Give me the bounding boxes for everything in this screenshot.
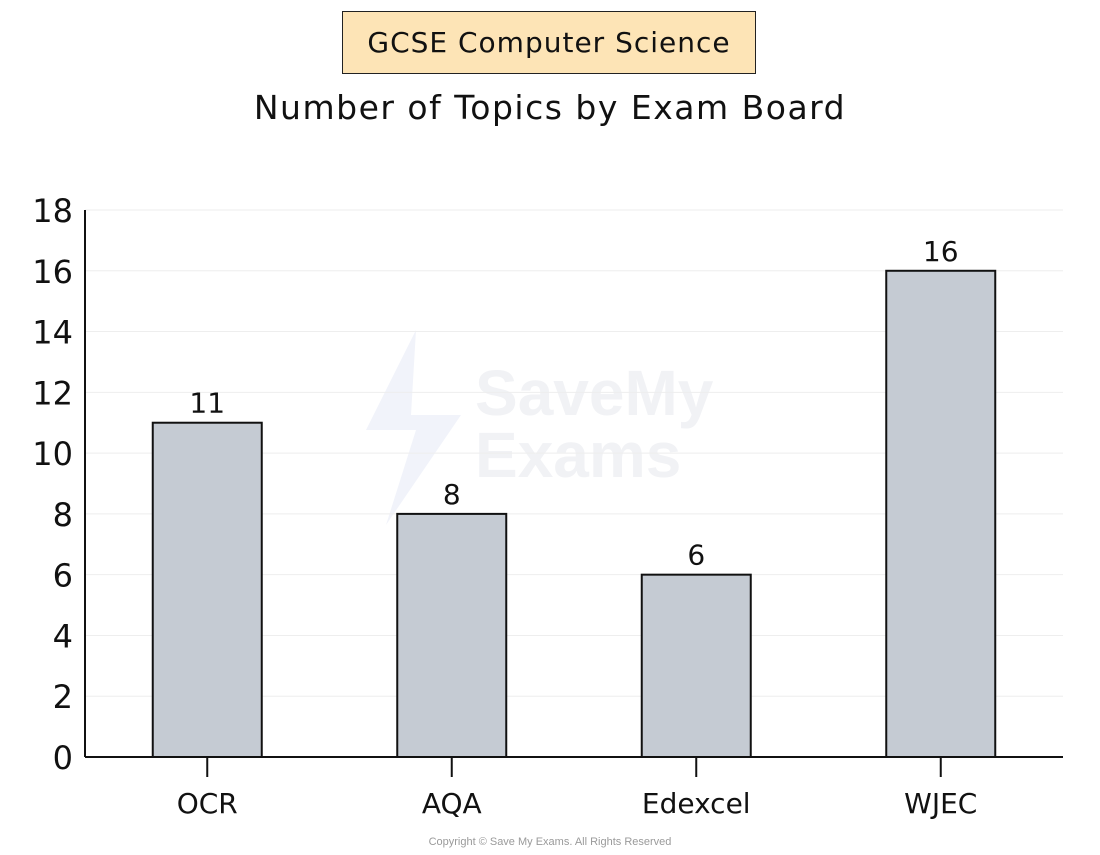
watermark-text: SaveMy Exams (475, 357, 714, 491)
subject-badge-label: GCSE Computer Science (367, 26, 731, 59)
watermark-brand-line2: Exams (475, 419, 682, 491)
x-tick-label: AQA (422, 787, 482, 820)
data-label: 8 (443, 478, 461, 511)
x-tick-label: WJEC (904, 787, 977, 820)
bar (885, 269, 997, 758)
y-tick-label: 16 (32, 253, 73, 291)
y-tick-label: 6 (53, 557, 73, 595)
labels: 0 2 4 6 8 10 12 14 16 18 11 OCR 8 AQA 6 Edexcel 16 WJEC (32, 192, 977, 820)
y-tick-label: 2 (53, 678, 73, 716)
y-tick-label: 0 (53, 739, 73, 777)
watermark-logo-icon (366, 330, 461, 525)
subject-badge: GCSE Computer Science (342, 11, 756, 74)
bar (640, 573, 752, 759)
chart-title: Number of Topics by Exam Board (253, 88, 847, 127)
x-tick-label: OCR (177, 787, 238, 820)
y-tick-label: 8 (53, 496, 73, 534)
bar (151, 421, 263, 758)
x-tick-label: Edexcel (642, 787, 751, 820)
y-tick-label: 10 (32, 435, 73, 473)
y-tick-label: 18 (32, 192, 73, 230)
data-label: 16 (923, 235, 959, 268)
copyright-text: Copyright © Save My Exams. All Rights Re… (428, 836, 672, 848)
y-tick-label: 14 (32, 314, 73, 352)
watermark-brand: SaveMy (475, 357, 714, 429)
axes (84, 210, 1063, 777)
data-label: 11 (189, 387, 225, 420)
y-tick-label: 12 (32, 374, 73, 412)
bars (151, 269, 997, 759)
y-tick-label: 4 (53, 617, 73, 655)
data-label: 6 (687, 539, 705, 572)
bar (396, 512, 508, 759)
